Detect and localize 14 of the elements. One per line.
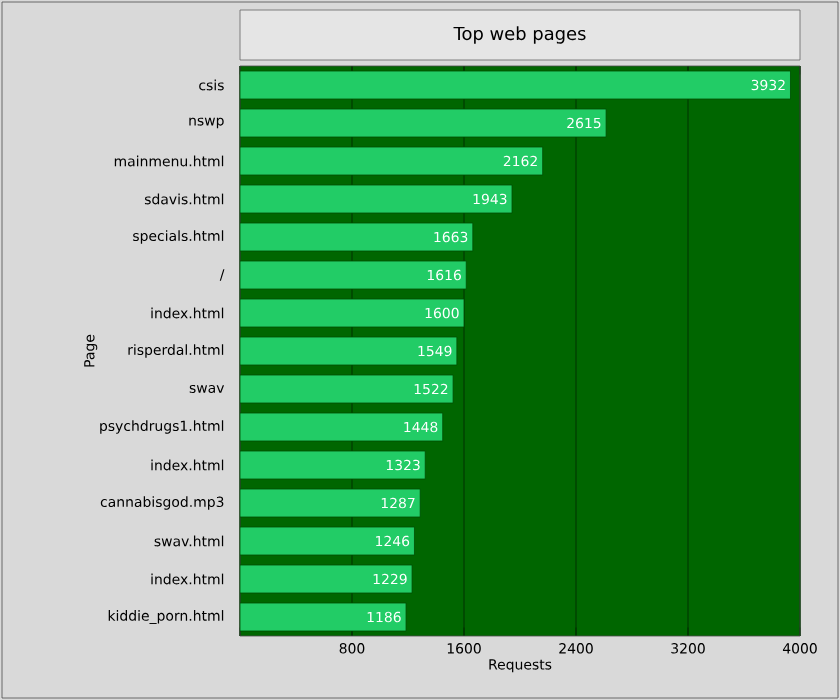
bar (240, 71, 791, 99)
bar (240, 146, 544, 176)
bar (240, 298, 465, 328)
bar (240, 108, 607, 138)
bar (240, 526, 415, 556)
bar (240, 374, 454, 404)
bar (240, 222, 474, 252)
bar (240, 412, 444, 442)
bar (240, 450, 426, 480)
bar (240, 488, 421, 518)
bar (240, 184, 513, 214)
chart-title: Top web pages (453, 26, 586, 44)
bar (240, 336, 458, 366)
bar (240, 260, 467, 290)
